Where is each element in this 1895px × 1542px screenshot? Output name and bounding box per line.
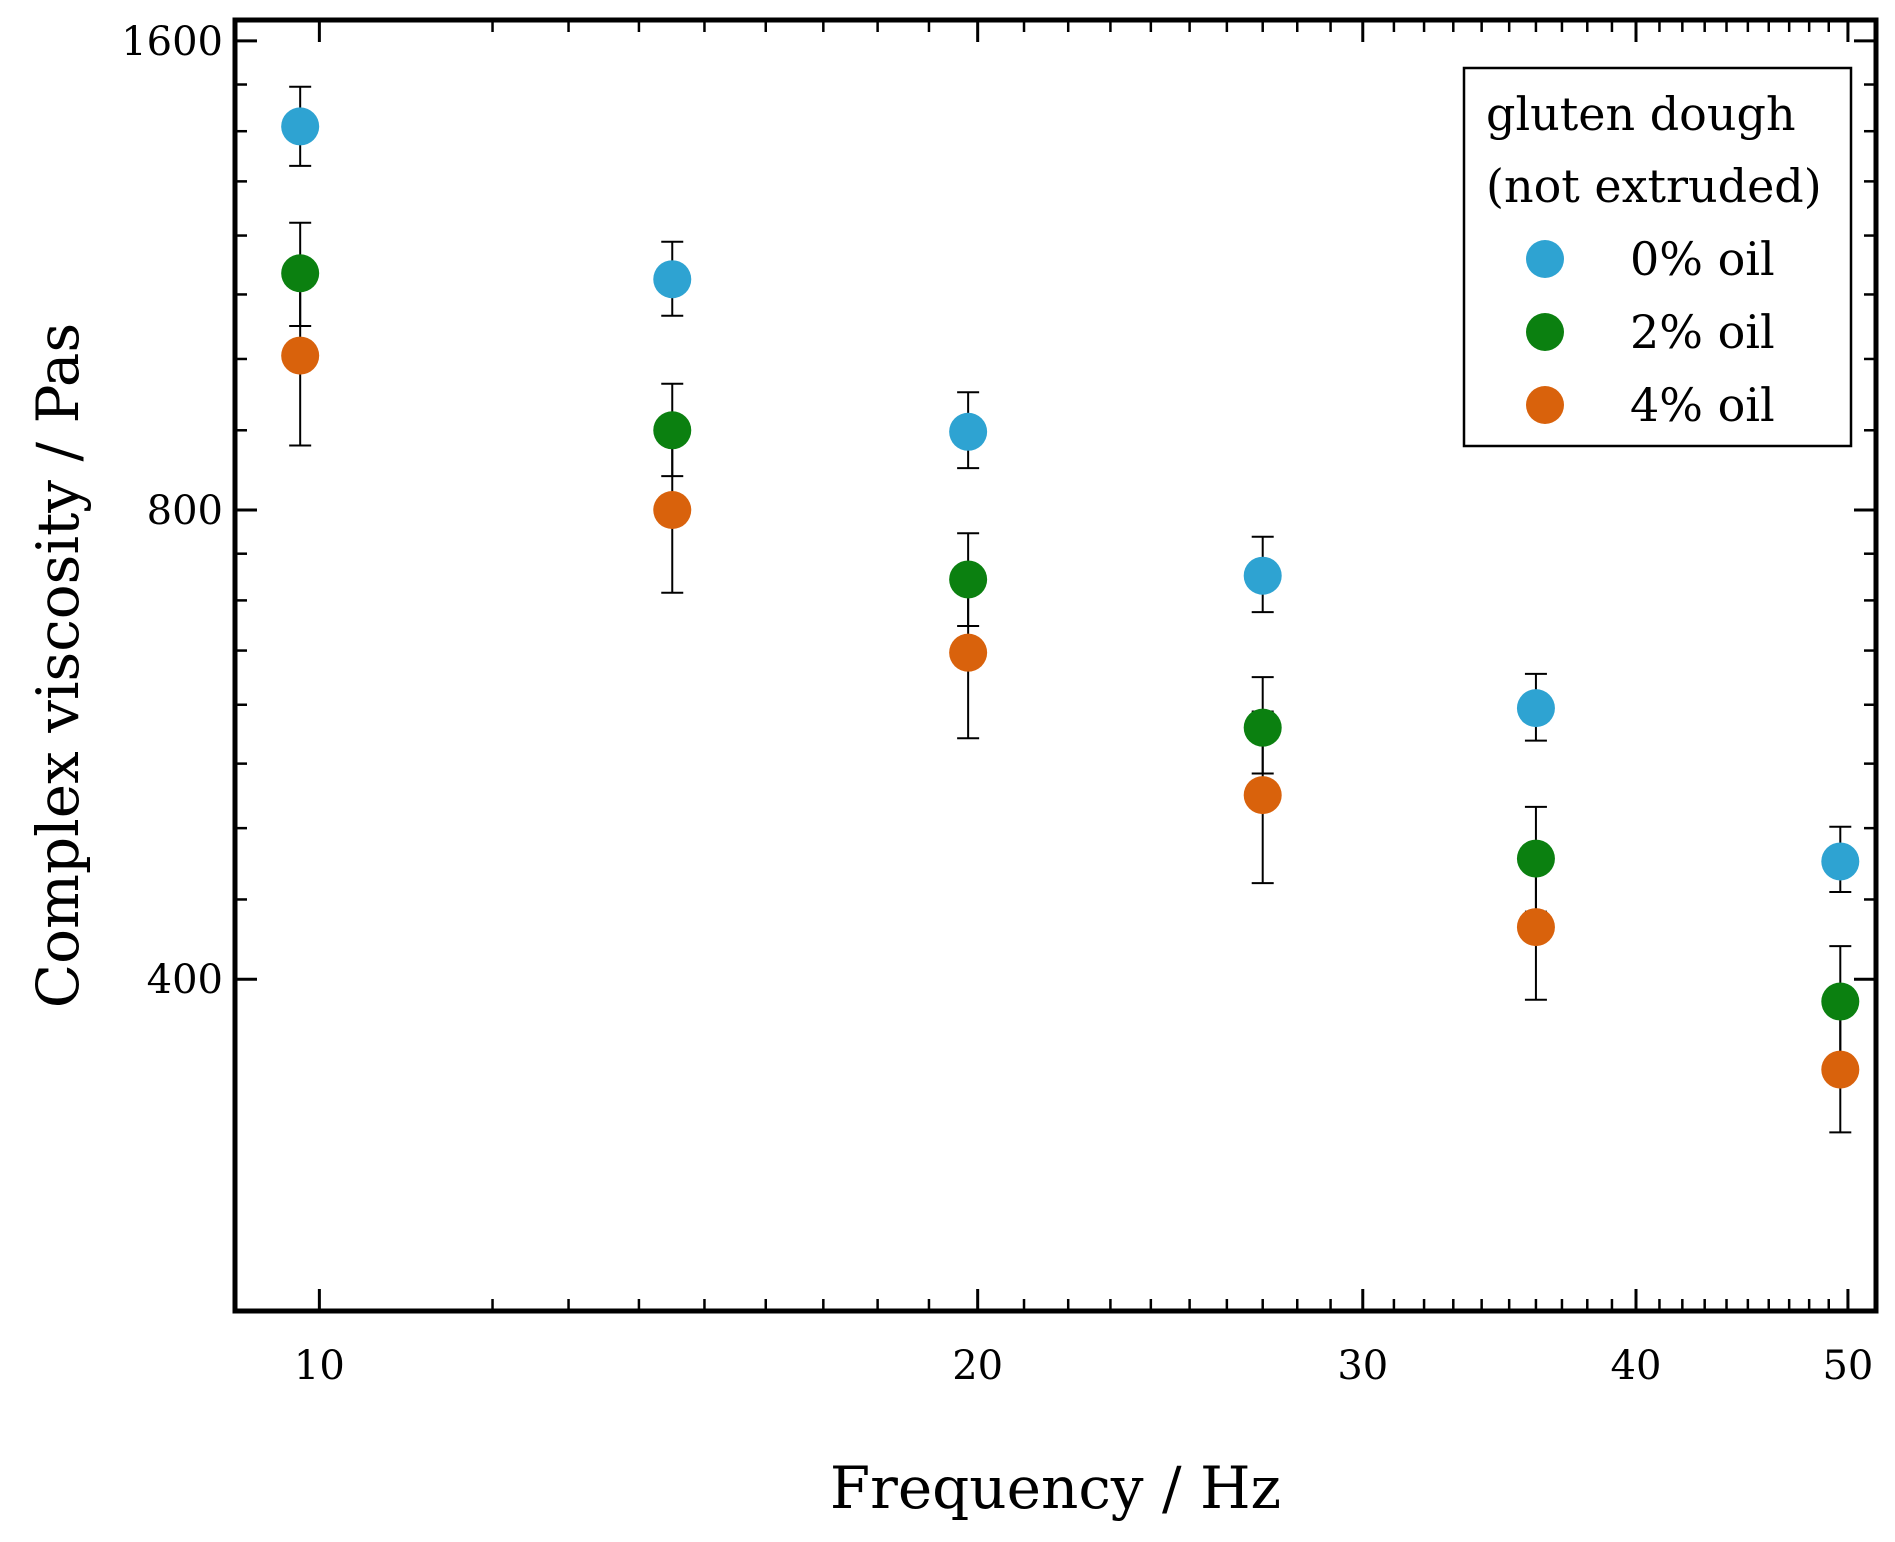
x-axis-title: Frequency / Hz: [830, 1454, 1281, 1522]
point-4-oil: [653, 491, 692, 530]
legend-entries: 0% oil 2% oil 4% oil: [1526, 232, 1775, 432]
x-tick-label: 50: [1822, 1343, 1873, 1389]
plot-area-frame: [232, 17, 1879, 1314]
point-4-oil: [949, 633, 988, 672]
point-4-oil: [1516, 908, 1555, 947]
point-4-oil: [281, 336, 320, 375]
point-2-oil: [1516, 839, 1555, 878]
point-0-oil: [949, 412, 988, 451]
legend-label-0-oil: 0% oil: [1630, 232, 1775, 286]
point-0-oil: [653, 260, 692, 299]
legend: gluten dough (not extruded) 0% oil 2% oil…: [1462, 66, 1853, 448]
point-2-oil: [1821, 982, 1860, 1021]
x-tick-label: 40: [1611, 1343, 1662, 1389]
y-tick-label: 1600: [121, 19, 223, 65]
x-tick-label: 10: [294, 1343, 345, 1389]
x-tick-label: 30: [1337, 1343, 1388, 1389]
point-0-oil: [1821, 842, 1860, 881]
point-2-oil: [1243, 708, 1282, 747]
point-2-oil: [653, 411, 692, 450]
y-axis-title: Complex viscosity / Pas: [24, 323, 92, 1009]
legend-label-2-oil: 2% oil: [1630, 305, 1775, 359]
point-4-oil: [1821, 1050, 1860, 1089]
point-2-oil: [949, 560, 988, 599]
point-2-oil: [281, 254, 320, 293]
y-tick-labels: 400 800 1600: [121, 19, 223, 1003]
legend-marker-0-oil: [1526, 240, 1564, 278]
y-tick-label: 800: [147, 488, 223, 534]
major-ticks: [235, 20, 1876, 1311]
legend-marker-4-oil: [1526, 386, 1564, 424]
point-0-oil: [1516, 689, 1555, 728]
x-tick-labels: 10 20 30 40 50: [294, 1343, 1873, 1389]
point-4-oil: [1243, 776, 1282, 815]
legend-label-4-oil: 4% oil: [1630, 378, 1775, 432]
legend-marker-2-oil: [1526, 313, 1564, 351]
x-tick-label: 20: [952, 1343, 1003, 1389]
y-tick-label: 400: [147, 957, 223, 1003]
data-points: [281, 107, 1860, 1089]
point-0-oil: [281, 107, 320, 146]
legend-title-line-2: (not extruded): [1486, 159, 1822, 213]
point-0-oil: [1243, 556, 1282, 595]
legend-title-line-1: gluten dough: [1486, 87, 1796, 141]
